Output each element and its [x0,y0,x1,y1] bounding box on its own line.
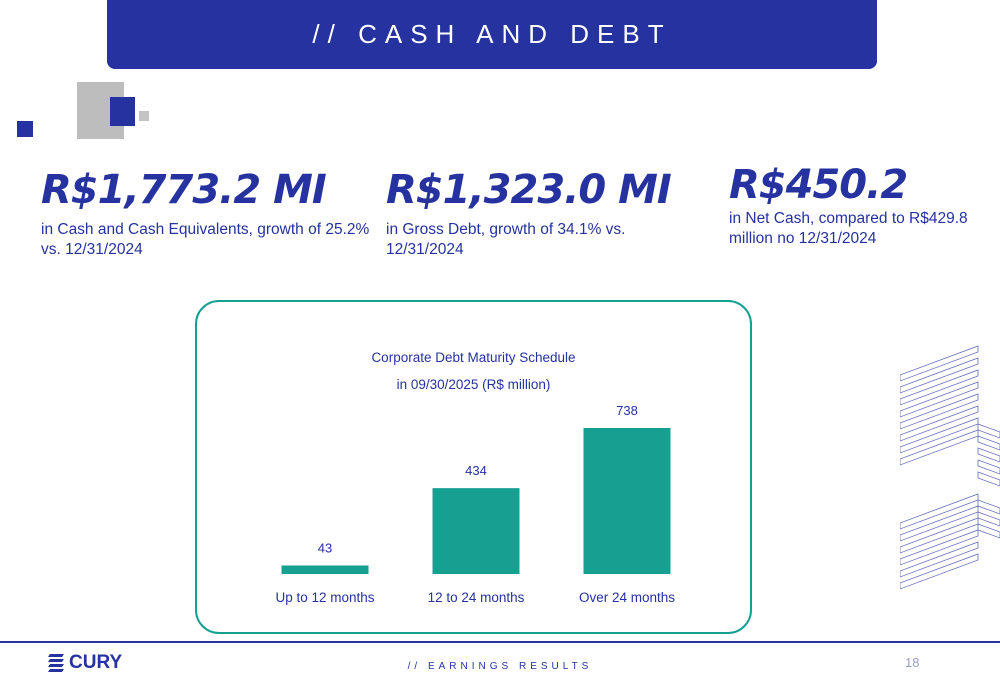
stat-net-cash: R$450.2 in Net Cash, compared to R$429.8… [729,165,989,249]
stat-cash: R$1,773.2 MI in Cash and Cash Equivalent… [41,170,371,260]
page-number: 18 [905,655,920,670]
cury-logo-icon [48,654,64,672]
footer-section-label: // EARNINGS RESULTS [407,661,593,672]
logo-text: CURY [69,652,123,673]
category-label: 12 to 24 months [428,590,525,605]
decorative-square [139,111,149,121]
stat-description: in Net Cash, compared to R$429.8 million… [729,210,968,247]
bar-1 [432,488,520,574]
footer-divider [0,641,1000,643]
stat-value: R$1,323.0 MI [386,167,672,213]
decorative-square [17,121,33,137]
decorative-stripes [900,345,1000,590]
bar-data-label: 43 [318,540,332,555]
stat-description: in Cash and Cash Equivalents, growth of … [41,221,370,258]
chart-subtitle: in 09/30/2025 (R$ million) [396,377,551,392]
bar-0 [281,565,369,574]
category-label: Up to 12 months [275,590,374,605]
bar-data-label: 738 [616,403,638,418]
header-bar: // CASH AND DEBT [107,0,877,69]
category-label: Over 24 months [579,590,675,605]
bar-2 [583,428,671,574]
stat-gross-debt: R$1,323.0 MI in Gross Debt, growth of 34… [386,170,686,260]
chart-title: Corporate Debt Maturity Schedule [371,350,576,365]
bar-chart: 43 Up to 12 months 434 12 to 24 months 738 Ov… [275,403,675,605]
stat-description: in Gross Debt, growth of 34.1% vs. 12/31… [386,221,626,258]
page-title: // CASH AND DEBT [312,19,672,49]
decorative-square [110,97,135,126]
bar-data-label: 434 [465,463,487,478]
company-logo: CURY [48,652,122,674]
stat-value: R$1,773.2 MI [41,167,327,213]
chart-card: Corporate Debt Maturity Schedule in 09/3… [195,300,752,634]
stat-value: R$450.2 [729,162,908,208]
